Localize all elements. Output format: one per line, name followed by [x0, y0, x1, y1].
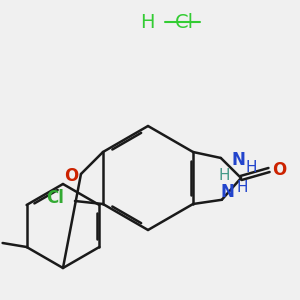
Text: N: N — [221, 183, 235, 201]
Text: Cl: Cl — [46, 189, 64, 207]
Text: N: N — [232, 151, 246, 169]
Text: Cl: Cl — [175, 13, 194, 32]
Text: O: O — [64, 167, 78, 185]
Text: H: H — [236, 180, 248, 195]
Text: O: O — [272, 161, 286, 179]
Text: H: H — [140, 13, 155, 32]
Text: H: H — [218, 168, 230, 183]
Text: H: H — [245, 160, 256, 175]
